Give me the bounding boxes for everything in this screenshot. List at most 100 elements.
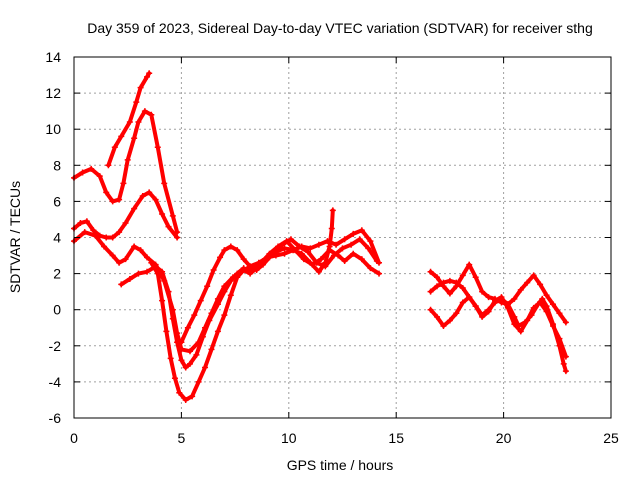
data-point xyxy=(479,288,486,295)
data-point xyxy=(227,243,234,250)
data-point xyxy=(105,162,112,169)
data-point xyxy=(169,315,176,322)
data-point xyxy=(453,310,460,317)
data-point xyxy=(556,310,563,317)
data-point xyxy=(197,297,204,304)
data-point xyxy=(305,248,312,255)
data-point xyxy=(165,288,172,295)
data-point xyxy=(498,294,505,301)
data-point xyxy=(562,319,569,326)
data-point xyxy=(221,288,228,295)
data-point xyxy=(240,256,247,263)
data-point xyxy=(537,299,544,306)
data-point xyxy=(466,261,473,268)
data-point xyxy=(169,212,176,219)
data-point xyxy=(341,257,348,264)
data-point xyxy=(234,274,241,281)
x-tick-label: 5 xyxy=(178,430,186,446)
data-point xyxy=(116,229,123,236)
data-point xyxy=(318,256,325,263)
data-point xyxy=(562,353,569,360)
x-tick-label: 15 xyxy=(388,430,404,446)
y-tick-label: 14 xyxy=(45,49,61,65)
data-point xyxy=(135,118,142,125)
data-point xyxy=(459,285,466,292)
data-point xyxy=(81,229,88,236)
x-tick-label: 10 xyxy=(281,430,297,446)
data-point xyxy=(171,375,178,382)
data-point xyxy=(440,279,447,286)
data-point xyxy=(335,252,342,259)
data-point xyxy=(240,266,247,273)
y-tick-label: 4 xyxy=(53,230,61,246)
data-point xyxy=(315,241,322,248)
data-point xyxy=(111,144,118,151)
data-point xyxy=(492,297,499,304)
data-point xyxy=(459,299,466,306)
data-point xyxy=(479,313,486,320)
data-point xyxy=(247,270,254,277)
data-point xyxy=(459,272,466,279)
series-track-7 xyxy=(179,208,335,345)
data-point xyxy=(260,261,267,268)
data-point xyxy=(511,321,518,328)
data-point xyxy=(485,308,492,315)
data-point xyxy=(148,259,155,266)
data-point xyxy=(210,266,217,273)
x-tick-label: 25 xyxy=(603,430,619,446)
data-point xyxy=(339,245,346,252)
data-point xyxy=(109,198,116,205)
data-point xyxy=(116,259,123,266)
data-point xyxy=(193,351,200,358)
series-track-3 xyxy=(72,190,180,240)
data-point xyxy=(122,256,129,263)
data-point xyxy=(202,364,209,371)
data-point xyxy=(253,266,260,273)
data-point xyxy=(358,256,365,263)
data-point xyxy=(307,259,314,266)
data-point xyxy=(329,207,336,214)
data-point xyxy=(247,263,254,270)
data-point xyxy=(146,70,153,77)
data-point xyxy=(118,281,125,288)
data-point xyxy=(562,368,569,375)
data-point xyxy=(485,294,492,301)
data-point xyxy=(208,346,215,353)
chart-title: Day 359 of 2023, Sidereal Day-to-day VTE… xyxy=(87,20,593,36)
data-point xyxy=(537,281,544,288)
data-point xyxy=(434,274,441,281)
data-point xyxy=(144,254,151,261)
x-axis-label: GPS time / hours xyxy=(287,457,394,473)
data-point xyxy=(427,306,434,313)
data-point xyxy=(167,355,174,362)
data-point xyxy=(206,317,213,324)
data-point xyxy=(550,301,557,308)
data-point xyxy=(504,304,511,311)
data-point xyxy=(88,165,95,172)
data-point xyxy=(517,286,524,293)
data-point xyxy=(530,304,537,311)
grid xyxy=(74,57,611,418)
y-axis-label: SDTVAR / TECUs xyxy=(7,181,23,293)
data-point xyxy=(199,333,206,340)
data-point xyxy=(296,243,303,250)
data-point xyxy=(109,252,116,259)
data-point xyxy=(281,250,288,257)
data-point xyxy=(124,156,131,163)
data-point xyxy=(358,227,365,234)
data-point xyxy=(543,308,550,315)
data-point xyxy=(472,274,479,281)
data-point xyxy=(214,301,221,308)
data-point xyxy=(191,312,198,319)
data-point xyxy=(543,292,550,299)
data-point xyxy=(266,254,273,261)
data-point xyxy=(126,118,133,125)
data-point xyxy=(109,234,116,241)
data-point xyxy=(189,393,196,400)
data-point xyxy=(227,292,234,299)
data-point xyxy=(524,279,531,286)
data-point xyxy=(365,245,372,252)
data-point xyxy=(356,236,363,243)
data-point xyxy=(186,348,193,355)
data-point xyxy=(90,227,97,234)
